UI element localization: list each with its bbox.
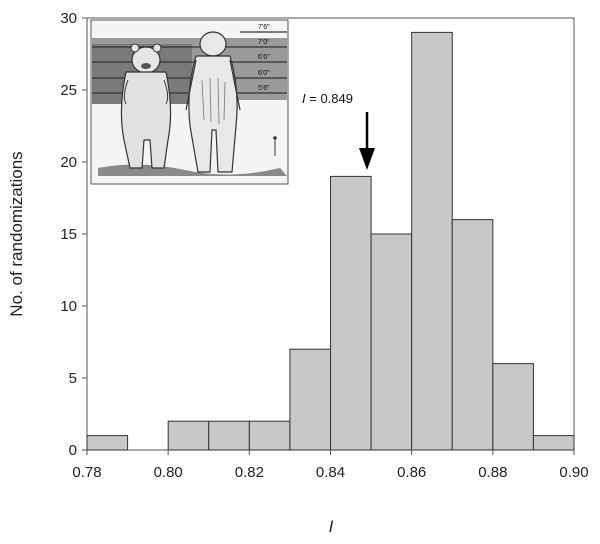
histogram-bar [208,420,250,451]
x-tick-label: 0.80 [154,464,183,481]
histogram-bar [492,363,534,451]
histogram-bar [248,420,291,451]
x-axis-ticks: 0.78 0.80 0.82 0.84 0.86 0.88 0.90 [72,450,589,481]
inset-height-label: 6'0" [258,70,270,77]
histogram-bar [532,435,575,451]
bear-figure [120,43,172,169]
y-tick-label: 25 [60,82,77,99]
inset-height-label: 7'6" [258,24,270,31]
arrow-head [359,148,376,170]
x-axis-title: I [329,517,334,536]
inset-height-label: 5'6" [258,85,270,92]
y-axis-ticks: 0 5 10 15 20 25 30 [60,10,87,459]
histogram-bar [289,348,331,451]
histogram-bar [167,420,210,451]
inset-illustration: 7'6" 7'0" 6'6" 6'0" 5'6" [90,19,289,185]
histogram-bar [451,219,494,451]
x-tick-label: 0.86 [397,464,426,481]
y-tick-label: 5 [69,370,77,387]
annotation-arrow [359,112,376,170]
inset-height-labels: 7'6" 7'0" 6'6" 6'0" 5'6" [258,24,270,92]
x-tick-label: 0.78 [72,464,101,481]
y-axis-title: No. of randomizations [7,151,26,316]
y-tick-label: 10 [60,298,77,315]
y-tick-label: 30 [60,10,77,27]
inset-height-label: 7'0" [258,39,270,46]
x-tick-label: 0.88 [478,464,507,481]
inset-height-label: 6'6" [258,54,270,61]
histogram-bar [330,175,372,451]
inset-ground [98,164,287,176]
x-tick-label: 0.82 [235,464,264,481]
histogram-bar [411,31,453,451]
x-tick-label: 0.84 [316,464,345,481]
y-tick-label: 15 [60,226,77,243]
annotation-label: I = 0.849 [302,91,353,106]
annotation-value: = 0.849 [306,91,353,106]
y-tick-label: 20 [60,154,77,171]
y-tick-label: 0 [69,442,77,459]
person-figure [273,136,277,156]
annotation-variable: I [302,91,306,106]
bars-group [86,31,575,451]
histogram-bar [86,435,129,451]
x-tick-label: 0.90 [559,464,588,481]
histogram-bar [370,233,413,451]
bigfoot-figure [185,31,241,173]
